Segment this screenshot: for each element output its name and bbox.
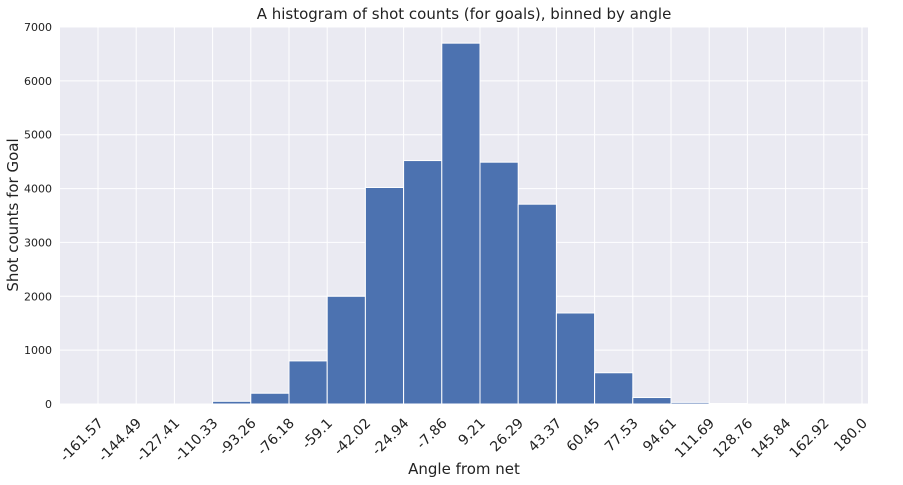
y-tick-label: 5000 [24,129,52,142]
y-tick-label: 6000 [24,75,52,88]
y-axis-label: Shot counts for Goal [4,138,22,291]
x-tick-label: 60.45 [564,416,604,456]
x-tick-label: 77.53 [602,416,642,456]
histogram-bar [632,397,672,405]
y-tick-label: 4000 [24,183,52,196]
chart-title: A histogram of shot counts (for goals), … [257,5,672,23]
x-tick-label: 26.29 [487,416,527,456]
x-tick-label: -24.94 [369,415,412,458]
x-tick-label: 145.84 [748,415,794,461]
histogram-bar [364,186,405,405]
x-axis-label: Angle from net [408,460,520,478]
histogram-bar [441,42,481,405]
histogram-bar [212,400,252,405]
x-tick-label: 162.92 [787,416,833,462]
x-tick-label: -42.02 [331,416,374,459]
x-tick-label: 180.0 [831,416,871,456]
y-tick-label: 1000 [24,344,52,357]
x-tick-label: 128.76 [710,415,756,461]
bars [212,42,748,405]
x-tick-label: -76.18 [255,416,298,459]
histogram-bar [708,402,748,405]
histogram-bar [517,203,557,405]
histogram-bar [250,392,290,405]
histogram-bar [594,372,634,405]
x-tick-label: 9.21 [455,416,488,449]
y-tick-labels: 0 1000 2000 3000 4000 5000 6000 7000 [24,21,52,411]
y-tick-label: 3000 [24,236,52,249]
x-tick-label: -93.26 [216,415,259,458]
y-tick-label: 7000 [24,21,52,34]
x-tick-labels: -161.57-144.49-127.41-110.33-93.26-76.18… [57,415,871,465]
histogram-bar [479,161,519,405]
histogram-bar [288,360,328,405]
x-tick-label: 43.37 [526,416,566,456]
histogram-bar [670,401,710,405]
histogram-bar [403,160,443,405]
histogram-bar [326,295,366,405]
y-tick-label: 2000 [24,290,52,303]
x-tick-label: -7.86 [414,415,451,452]
x-tick-label: 111.69 [672,416,718,462]
histogram-bar [555,312,596,405]
y-tick-label: 0 [45,398,52,411]
